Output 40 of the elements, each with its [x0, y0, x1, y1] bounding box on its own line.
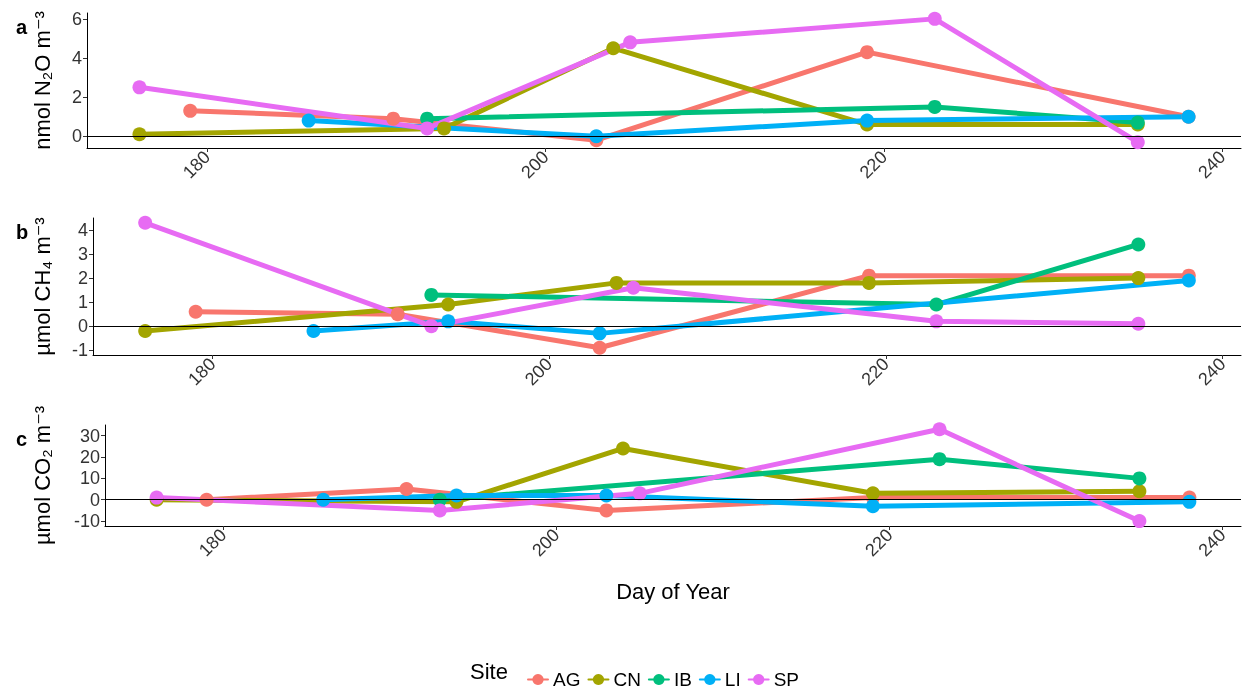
- x-tick-label: 180: [184, 353, 220, 390]
- chart-title: b: [16, 221, 29, 243]
- y-tick-label: -1: [71, 340, 88, 361]
- x-tick-label: 200: [520, 353, 557, 390]
- legend-label: AG: [553, 669, 581, 690]
- y-tick-label: 2: [71, 87, 82, 108]
- x-tick-label: 200: [528, 524, 564, 561]
- chart-title: c: [16, 428, 28, 450]
- legend-label: LI: [724, 669, 741, 690]
- y-tick-label: 3: [77, 244, 88, 265]
- x-tick-label: 240: [1194, 524, 1230, 561]
- x-tick-label: 240: [1194, 146, 1230, 183]
- y-axis-title: µmol CH₄ m⁻³: [29, 217, 55, 356]
- x-tick-label: 220: [861, 524, 897, 561]
- y-tick-label: 30: [79, 425, 100, 446]
- x-tick-label: 220: [855, 146, 892, 183]
- y-tick-label: 0: [71, 126, 82, 147]
- y-tick-label: -10: [73, 511, 100, 532]
- y-axis-title: µmol CO₂ m⁻³: [29, 405, 55, 546]
- x-tick-label: 200: [517, 146, 553, 183]
- x-tick-label: 220: [857, 353, 893, 390]
- y-tick-label: 0: [77, 316, 88, 337]
- legend-label: SP: [773, 669, 800, 690]
- chart-title: a: [16, 16, 28, 38]
- y-tick-label: 20: [79, 447, 100, 468]
- x-tick-label: 180: [178, 146, 215, 183]
- y-tick-label: 2: [77, 268, 88, 289]
- x-tick-label: 180: [194, 524, 231, 561]
- y-axis-title: nmol N₂O m⁻³: [29, 11, 55, 150]
- y-tick-label: 4: [77, 220, 88, 241]
- y-tick-label: 4: [71, 48, 82, 68]
- y-tick-label: 0: [89, 489, 100, 510]
- legend-label: IB: [673, 669, 692, 690]
- y-tick-label: 10: [79, 468, 100, 489]
- legend-label: CN: [613, 669, 641, 690]
- x-axis-title: Day of Year: [616, 578, 730, 604]
- legend-title: Site: [470, 658, 508, 684]
- x-tick-label: 240: [1194, 353, 1230, 390]
- y-tick-label: 6: [71, 8, 82, 29]
- y-tick-label: 1: [77, 292, 88, 313]
